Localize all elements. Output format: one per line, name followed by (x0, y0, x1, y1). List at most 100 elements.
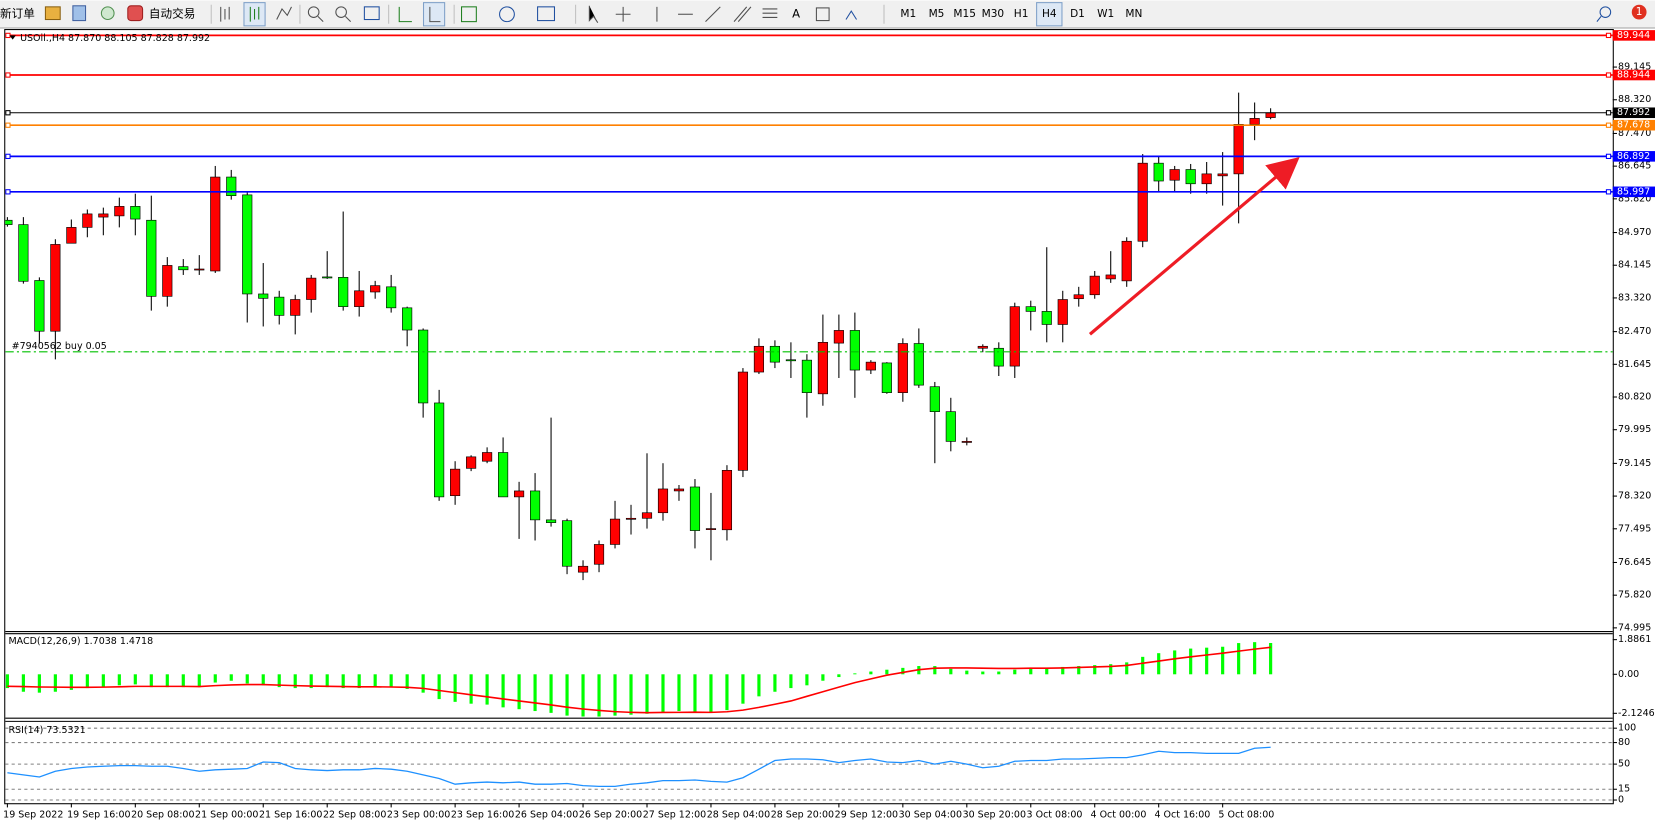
x-tick-label: 21 Sep 00:00 (195, 809, 258, 820)
y-tick-label: 88.320 (1618, 94, 1651, 105)
macd-bar (1253, 642, 1257, 675)
y-tick-label: 84.145 (1618, 260, 1651, 271)
macd-bar (293, 674, 297, 689)
candle-body (721, 470, 733, 531)
macd-bar (885, 669, 889, 675)
timeframe-button[interactable]: H1 (1014, 8, 1029, 20)
candle-body (434, 402, 445, 498)
timeframe-button[interactable]: M30 (982, 8, 1005, 20)
candle-body (929, 386, 940, 412)
level-handle (1605, 32, 1612, 39)
macd-bar (869, 671, 873, 675)
timeframe-button[interactable]: D1 (1070, 8, 1085, 20)
macd-bar (405, 674, 409, 689)
macd-title: MACD(12,26,9) 1.7038 1.4718 (8, 636, 153, 647)
macd-bar (1109, 664, 1113, 675)
y-tick-label: 79.995 (1618, 424, 1651, 435)
candle-body (210, 176, 221, 272)
timeframe-button[interactable]: M15 (953, 8, 976, 20)
macd-bar (789, 674, 793, 689)
signal-line (7, 646, 1271, 714)
level-tag-label: 87.992 (1617, 107, 1650, 118)
search-icon[interactable] (1596, 6, 1612, 22)
macd-bar (1077, 666, 1081, 675)
macd-bar (421, 674, 425, 693)
macd-bar (613, 674, 617, 716)
candle-body (865, 361, 876, 371)
level-tag (1612, 69, 1655, 81)
macd-bar (901, 667, 905, 675)
candle-body (1265, 112, 1276, 118)
y-tick-label: 80.820 (1618, 392, 1651, 403)
macd-bar (949, 668, 953, 675)
x-tick-label: 30 Sep 20:00 (963, 809, 1026, 820)
candle-body (1089, 275, 1100, 296)
macd-bar (325, 674, 329, 688)
x-tick-label: 20 Sep 08:00 (131, 809, 194, 820)
icon[interactable] (72, 5, 87, 22)
x-tick-label: 27 Sep 12:00 (643, 809, 706, 820)
candle-body (1185, 169, 1196, 185)
macd-bar (69, 674, 73, 690)
candle-body (1201, 173, 1212, 185)
level-handle (1605, 122, 1612, 128)
y-tick-label: 87.470 (1618, 128, 1651, 139)
level-handle (5, 110, 11, 116)
icon[interactable] (100, 6, 115, 21)
candle-body (114, 206, 125, 217)
y-tick-label: 89.145 (1618, 62, 1651, 73)
macd-bar (469, 674, 473, 704)
auto-trading-button[interactable]: 自动交易 (149, 7, 195, 21)
macd-bar (229, 674, 233, 681)
new-order-button[interactable]: 新订单 (0, 7, 35, 21)
y-tick-label: 86.645 (1618, 161, 1651, 172)
macd-bar (389, 674, 393, 688)
candle-body (945, 411, 956, 442)
candle-body (1105, 274, 1116, 280)
macd-bar (757, 674, 761, 697)
macd-bar (181, 674, 185, 688)
timeframe-button[interactable]: MN (1125, 8, 1142, 20)
macd-bar (533, 674, 537, 712)
notification-count: 1 (1636, 6, 1643, 18)
toolbar-bg (0, 0, 1655, 28)
notification-badge[interactable] (1631, 4, 1647, 20)
rsi-title: RSI(14) 73.5321 (8, 725, 85, 736)
candle-body (242, 194, 253, 295)
y-tick-label: 50 (1618, 759, 1630, 770)
macd-bar (741, 674, 745, 704)
active-timeframe-box[interactable] (1036, 2, 1063, 27)
candle-body (130, 206, 141, 220)
timeframe-button[interactable]: H4 (1042, 8, 1057, 20)
title-marker (9, 35, 16, 40)
macd-bar (853, 673, 857, 675)
level-tag (1612, 119, 1655, 131)
macd-bar (37, 674, 41, 693)
rsi-panel (5, 727, 1613, 801)
macd-bar (1205, 647, 1209, 675)
macd-bar (85, 674, 89, 689)
macd-bar (581, 674, 585, 717)
candle-body (274, 296, 285, 316)
macd-bar (661, 674, 665, 712)
auto-trading-icon[interactable] (127, 5, 144, 22)
candle-body (993, 347, 1004, 367)
macd-bar (709, 674, 713, 713)
y-tick-label: 76.645 (1618, 557, 1651, 568)
candle-body (801, 359, 812, 393)
candle-body (418, 329, 429, 404)
candle-body (881, 362, 892, 393)
macd-bar (773, 674, 777, 692)
candle-body (498, 452, 509, 498)
candle-body (146, 219, 157, 297)
macd-bar (53, 674, 57, 692)
tool-icons: A (210, 2, 885, 27)
candle-body (402, 307, 413, 331)
timeframe-button[interactable]: M5 (929, 8, 945, 20)
icon[interactable] (44, 6, 61, 21)
candle-body (913, 343, 924, 386)
candle-body (1025, 306, 1036, 312)
level-handle (5, 72, 11, 78)
timeframe-button[interactable]: W1 (1097, 8, 1114, 20)
timeframe-button[interactable]: M1 (900, 8, 916, 20)
